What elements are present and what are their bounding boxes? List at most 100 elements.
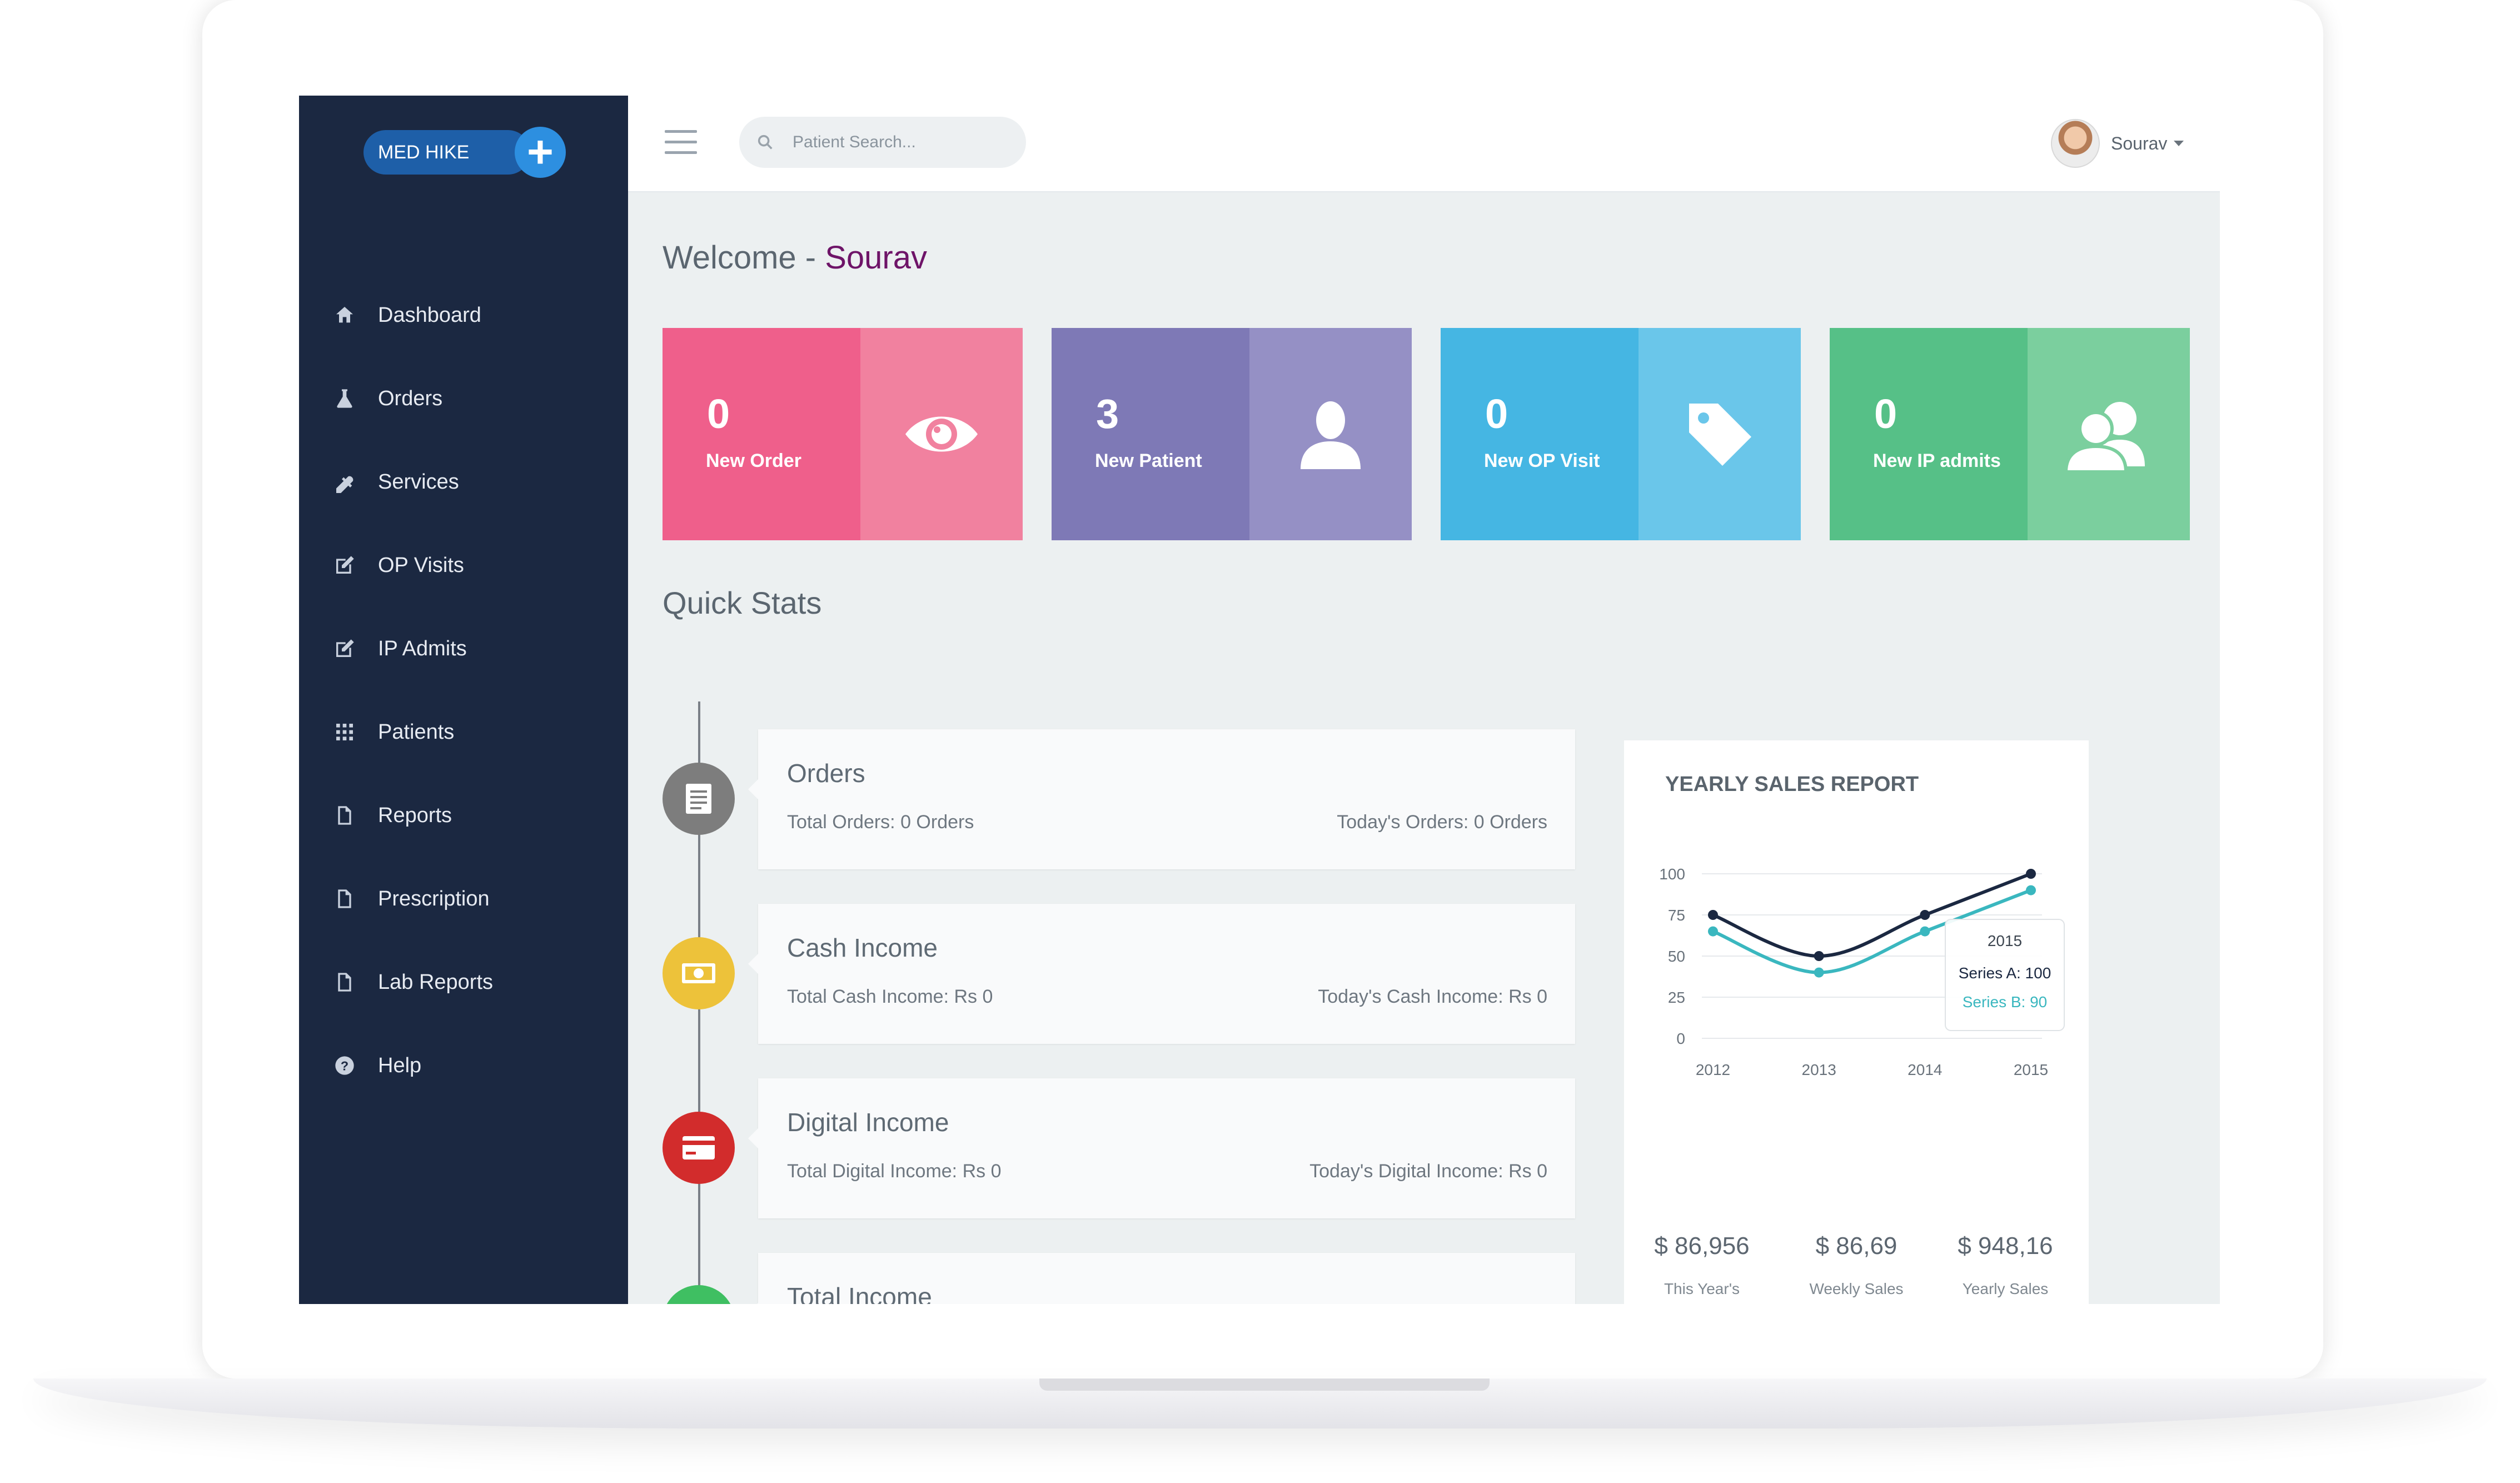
svg-text:?: ? <box>341 1058 348 1073</box>
sidebar-item-orders[interactable]: Orders <box>299 357 628 440</box>
sidebar-item-services[interactable]: Services <box>299 440 628 524</box>
sidebar: MED HIKE + Dashboard Orders Services <box>299 96 628 1304</box>
y-tick-label: 25 <box>1668 989 1685 1006</box>
user-name: Sourav <box>2111 133 2168 153</box>
sidebar-item-ip-admits[interactable]: IP Admits <box>299 607 628 690</box>
quick-stats-heading: Quick Stats <box>663 585 822 620</box>
sidebar-item-label: Help <box>378 1053 422 1077</box>
file-icon <box>332 887 357 911</box>
stat-value: 0 <box>1485 391 1508 437</box>
quick-stat-cash-income: Cash Income Total Cash Income: Rs 0 Toda… <box>748 904 1575 1044</box>
tag-icon <box>1689 404 1752 466</box>
data-point <box>2026 885 2036 895</box>
sidebar-item-reports[interactable]: Reports <box>299 774 628 857</box>
quick-stat-total: Total Orders: 0 Orders <box>787 812 974 833</box>
sidebar-item-dashboard[interactable]: Dashboard <box>299 273 628 357</box>
search-icon <box>758 135 773 150</box>
summary-value: $ 86,69 <box>1815 1232 1898 1260</box>
file-icon <box>332 970 357 994</box>
sidebar-item-label: Patients <box>378 720 455 744</box>
grid-icon <box>332 720 357 744</box>
summary-this-year: $ 86,956 This Year's <box>1635 1232 1769 1298</box>
summary-weekly-sales: $ 86,69 Weekly Sales <box>1790 1232 1923 1298</box>
stat-card-new-patient[interactable]: 3 New Patient <box>1052 328 1412 540</box>
y-tick-label: 75 <box>1668 907 1685 924</box>
sidebar-item-label: Orders <box>378 386 443 410</box>
sidebar-item-op-visits[interactable]: OP Visits <box>299 524 628 607</box>
yearly-sales-report-card: YEARLY SALES REPORT 0 25 50 75 100 2012 2013 20… <box>1624 740 2089 1304</box>
sidebar-item-prescription[interactable]: Prescription <box>299 857 628 940</box>
stat-card-new-order[interactable]: 0 New Order <box>663 328 1023 540</box>
summary-yearly-sales: $ 948,16 Yearly Sales <box>1939 1232 2072 1298</box>
welcome-user-name: Sourav <box>825 240 927 276</box>
quick-stat-today: Today's Digital Income: Rs 0 <box>1309 1161 1547 1182</box>
sidebar-item-help[interactable]: ? Help <box>299 1024 628 1107</box>
user-menu[interactable]: Sourav <box>2051 118 2184 169</box>
welcome-prefix: Welcome - <box>663 240 825 276</box>
sidebar-item-label: Services <box>378 470 459 494</box>
stat-label: New OP Visit <box>1484 450 1600 471</box>
sidebar-item-label: Dashboard <box>378 303 481 327</box>
summary-value: $ 86,956 <box>1654 1232 1750 1260</box>
quick-stat-total: Total Digital Income: Rs 0 <box>787 1161 1002 1182</box>
data-point <box>1708 926 1718 937</box>
quick-stat-title: Cash Income <box>787 933 938 962</box>
quick-stat-title: Orders <box>787 759 865 788</box>
user-icon <box>1301 401 1361 469</box>
data-point <box>1920 926 1930 937</box>
x-tick-label: 2012 <box>1696 1061 1730 1078</box>
x-tick-label: 2013 <box>1802 1061 1836 1078</box>
y-tick-label: 50 <box>1668 948 1685 965</box>
data-point <box>2026 869 2036 879</box>
y-tick-label: 100 <box>1659 865 1685 883</box>
x-tick-label: 2014 <box>1908 1061 1942 1078</box>
patient-search <box>739 117 1026 168</box>
menu-toggle-icon[interactable] <box>665 130 697 155</box>
stat-card-new-op-visit[interactable]: 0 New OP Visit <box>1441 328 1801 540</box>
tools-icon <box>332 470 357 494</box>
quick-stat-title: Digital Income <box>787 1108 949 1137</box>
summary-label: Yearly Sales <box>1962 1280 2049 1297</box>
stat-value: 3 <box>1096 391 1119 437</box>
timeline-marker <box>663 763 735 835</box>
home-icon <box>332 303 357 327</box>
sidebar-nav: Dashboard Orders Services OP Visits <box>299 273 628 1107</box>
logo-cross-icon: + <box>515 127 566 178</box>
quick-stat-total-income: Total Income <box>748 1253 1575 1304</box>
sidebar-item-label: Lab Reports <box>378 970 494 994</box>
avatar <box>2051 119 2100 168</box>
laptop-notch <box>1039 1379 1490 1391</box>
chart-tooltip <box>1945 919 2065 1031</box>
sidebar-item-lab-reports[interactable]: Lab Reports <box>299 940 628 1024</box>
quick-stat-today: Today's Cash Income: Rs 0 <box>1318 986 1547 1007</box>
quick-stat-total: Total Cash Income: Rs 0 <box>787 986 993 1007</box>
stat-value: 0 <box>1874 391 1898 437</box>
document-icon <box>686 784 711 814</box>
data-point <box>1814 951 1824 961</box>
data-point <box>1920 910 1930 920</box>
series-line <box>1712 888 2032 974</box>
y-tick-label: 0 <box>1676 1030 1685 1047</box>
sidebar-item-label: Prescription <box>378 887 490 910</box>
edit-icon <box>332 636 357 661</box>
data-point <box>1708 910 1718 920</box>
app-logo[interactable]: MED HIKE + <box>363 127 567 178</box>
sidebar-item-patients[interactable]: Patients <box>299 690 628 774</box>
yearly-sales-chart: 0 25 50 75 100 2012 2013 2014 2015 2015 Series A: … <box>1659 865 2065 1078</box>
chevron-down-icon <box>2174 141 2184 146</box>
help-icon: ? <box>332 1053 357 1078</box>
stat-card-new-ip-admits[interactable]: 0 New IP admits <box>1830 328 2190 540</box>
x-tick-label: 2015 <box>2014 1061 2048 1078</box>
eye-icon <box>905 416 978 452</box>
summary-label: This Year's <box>1664 1280 1740 1297</box>
sidebar-item-label: Reports <box>378 803 452 827</box>
logo-text: MED HIKE <box>363 130 530 175</box>
chart-title: YEARLY SALES REPORT <box>1665 773 1919 796</box>
stat-label: New IP admits <box>1873 450 2001 471</box>
quick-stat-today: Today's Orders: 0 Orders <box>1337 812 1547 833</box>
tooltip-year: 2015 <box>1988 932 2022 949</box>
quick-stat-orders: Orders Total Orders: 0 Orders Today's Or… <box>748 729 1575 869</box>
credit-card-icon <box>683 1136 715 1159</box>
search-input[interactable] <box>791 132 1005 152</box>
data-point <box>1814 967 1824 978</box>
